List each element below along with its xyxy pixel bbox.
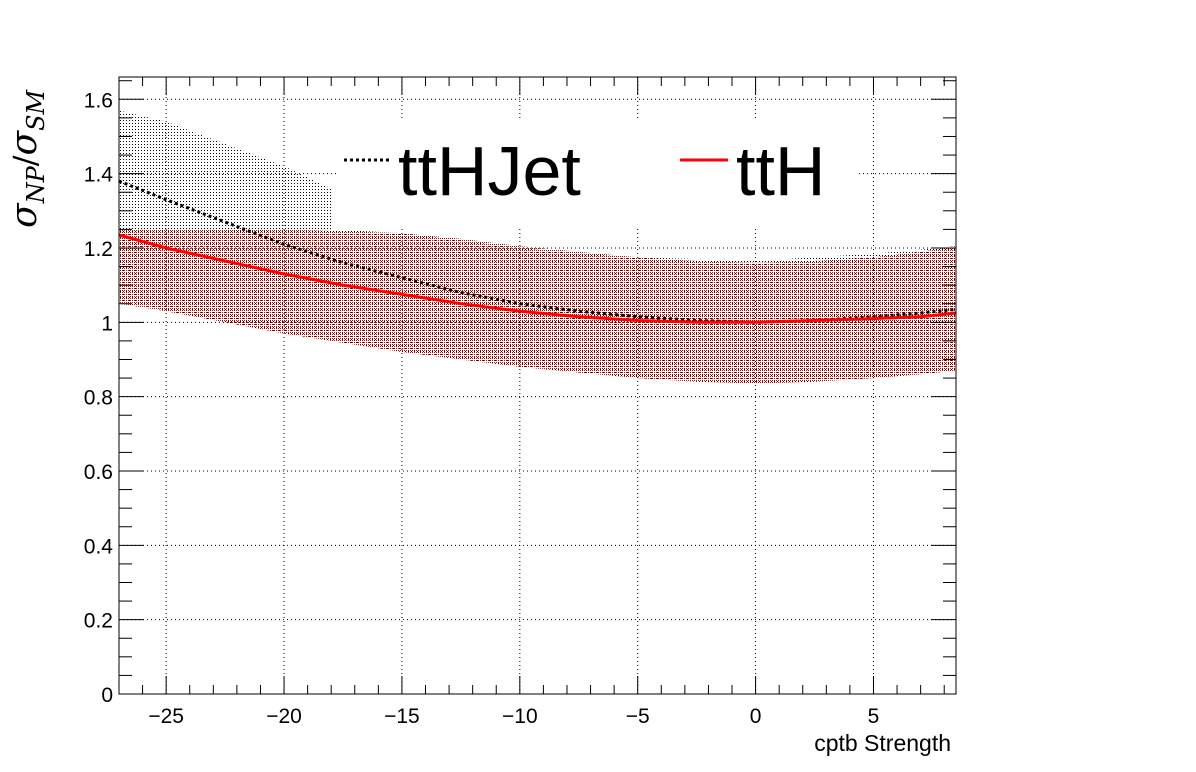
y-title-sub-sm: SM (22, 88, 50, 130)
x-tick-label: 5 (868, 705, 880, 728)
x-tick-label: −10 (502, 705, 538, 728)
x-tick-label: −5 (626, 705, 650, 728)
y-axis-title: σNP/σSM (4, 88, 50, 228)
y-tick-label: 0.6 (84, 461, 113, 484)
y-title-slash: / (6, 155, 44, 166)
band-tth (119, 229, 956, 384)
y-tick-label: 0.2 (84, 610, 113, 633)
legend-box (338, 118, 858, 228)
series-line-tth (119, 233, 956, 324)
axis-ticks (118, 77, 956, 695)
y-tick-label: 1.6 (84, 89, 113, 112)
series-lines (119, 179, 956, 324)
y-tick-label: 1 (101, 312, 113, 335)
uncertainty-bands (119, 110, 956, 384)
x-tick-label: −20 (266, 705, 302, 728)
y-tick-label: 0 (101, 684, 113, 707)
y-tick-label: 1.2 (84, 238, 113, 261)
plot-frame (118, 76, 957, 695)
x-tick-label: 0 (750, 705, 762, 728)
legend-label-tthjet: ttHJet (398, 132, 581, 210)
y-title-sub-np: NP (22, 165, 50, 204)
y-title-sigma: σ (4, 202, 45, 228)
grid (119, 77, 956, 695)
x-tick-label: −15 (384, 705, 420, 728)
svg-text:σNP/σSM: σNP/σSM (4, 88, 50, 228)
x-axis-title: cptb Strength (814, 730, 951, 756)
x-tick-label: −25 (148, 705, 184, 728)
y-tick-label: 0.4 (84, 535, 114, 558)
tick-labels: −25 −20 −15 −10 −5 0 5 0 0.2 0.4 0.6 0.8 1 1.2 1.4 1.6 (84, 89, 880, 728)
y-title-sigma-2: σ (4, 129, 45, 155)
legend-label-tth: ttH (736, 132, 825, 210)
legend: ttHJet ttH (338, 118, 858, 228)
y-tick-label: 1.4 (84, 164, 114, 187)
y-tick-label: 0.8 (84, 387, 113, 410)
